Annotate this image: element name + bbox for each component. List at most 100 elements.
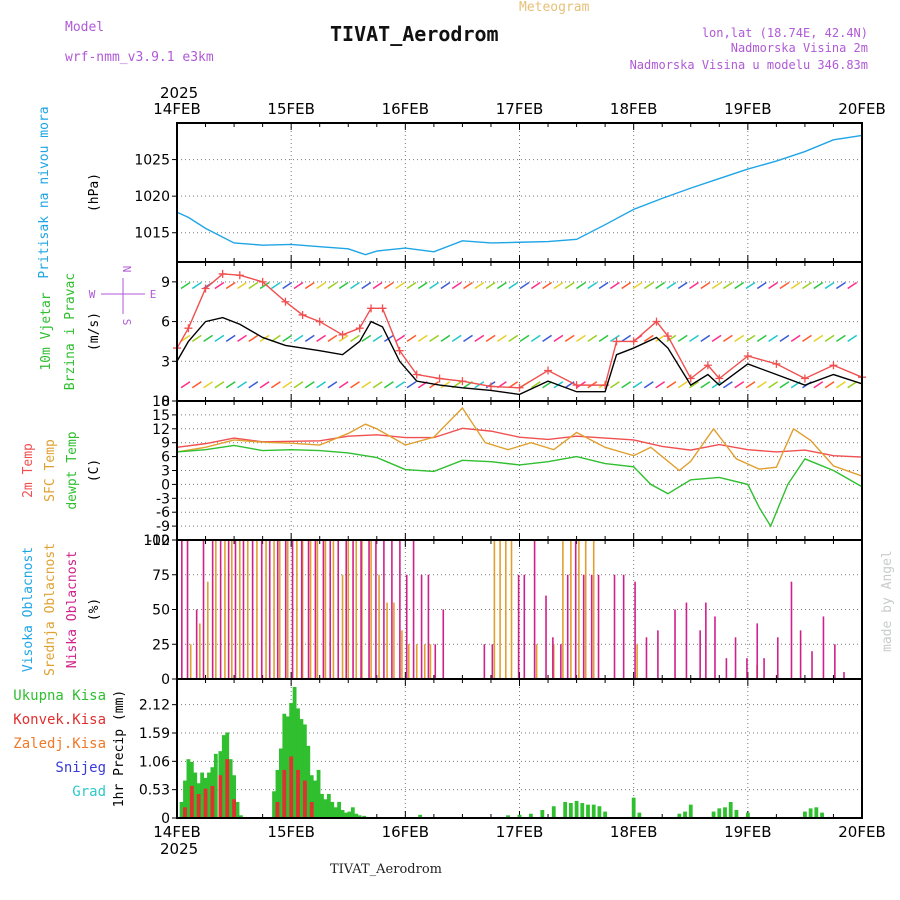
wind-barb [722,381,733,389]
gust-marker [686,374,695,383]
wind-barb [225,281,236,290]
wind-barb [429,334,440,343]
bar-ukupna-kisa [568,803,573,818]
bar-konvek-kisa [302,780,307,818]
gust-marker [544,366,553,375]
y-tick-label: -6 [156,505,170,521]
wind-barb [474,334,485,343]
bar-niska-oblacnost [186,540,189,679]
wind-barb [847,281,858,290]
wind-barb [847,381,858,389]
wind-barb [293,281,304,290]
wind-barb [259,381,270,389]
bar-ukupna-kisa [272,791,276,818]
day-label-top: 19FEB [724,100,771,118]
wind-barb [440,334,451,343]
wind-barb [802,281,812,290]
wind-barb [316,381,327,389]
y-tick-label: 100 [143,533,170,549]
wind-barb [383,281,394,290]
wind-barb [700,334,711,343]
wind-barb [214,281,225,290]
gust-marker [458,377,467,386]
y-tick-label: -9 [156,519,170,535]
wind-barb [734,281,745,290]
wind-barb [270,281,281,290]
wind-barb [417,334,428,343]
y-tick-label: 3 [161,464,170,480]
day-label-bottom: 15FEB [267,823,314,841]
bar-niska-oblacnost [260,540,263,679]
wind-barb [779,281,790,290]
legend-entry: Konvek.Kisa [13,712,106,728]
gust-marker [772,359,781,368]
model-label: Model [65,20,105,35]
wind-barb [609,281,620,290]
gust-marker [378,304,387,313]
bar-ukupna-kisa [320,793,324,818]
bar-niska-oblacnost [645,637,648,679]
bar-konvek-kisa [289,756,294,818]
bar-srednja-oblacnost [224,540,226,679]
wind-barb [598,281,609,290]
y-axis-label: Visoka Oblacnost [21,547,36,672]
wind-barb [643,334,654,343]
wind-barb [677,281,688,290]
bar-niska-oblacnost [375,540,377,679]
day-label-top: 17FEB [496,100,543,118]
wind-barb [259,281,270,290]
bar-niska-oblacnost [300,540,303,679]
bar-srednja-oblacnost [423,644,426,679]
day-label-top: 18FEB [610,100,657,118]
bar-ukupna-kisa [183,780,187,818]
wind-barb [576,334,586,343]
bar-ukupna-kisa [344,812,348,818]
wind-barb [722,281,733,290]
wind-barb [180,334,191,343]
wind-barb [768,381,779,389]
wind-barb [847,334,858,343]
bar-konvek-kisa [218,775,223,818]
wind-barb [282,281,293,290]
y-axis-label: (%) [87,598,102,621]
y-tick-label: -12 [147,533,170,549]
y-axis-label: (m/s) [87,312,102,351]
bar-niska-oblacnost [352,540,354,679]
y-axis-label: 2m Temp [21,443,36,498]
bar-ukupna-kisa [540,809,545,818]
bar-niska-oblacnost [412,540,415,679]
wind-barb [711,334,722,343]
series-line-sfc-temp [176,406,863,477]
wind-barb [745,334,756,343]
wind-barb [756,334,767,343]
y-tick-label: 1015 [134,226,170,242]
y-tick-label: 2.12 [139,698,170,714]
wind-barb [440,281,451,290]
bar-niska-oblacnost [383,540,385,679]
bar-srednja-oblacnost [510,540,513,679]
wind-barb [519,334,530,343]
day-label-bottom: 19FEB [724,823,771,841]
wind-barb [530,381,541,389]
bar-ukupna-kisa [563,801,568,818]
gust-marker [355,324,364,333]
wind-barb [655,334,666,343]
bar-ukupna-kisa [316,769,321,818]
y-tick-label: 75 [152,568,170,584]
bar-ukupna-kisa [683,811,687,818]
wind-barb [632,381,643,389]
legend-entry: Snijeg [55,760,106,776]
bar-niska-oblacnost [657,630,659,679]
bar-niska-oblacnost [276,540,279,679]
wind-barb [835,381,846,389]
bar-ukupna-kisa [213,753,218,818]
bar-srednja-oblacnost [301,540,304,679]
wind-barb [530,281,541,290]
wind-barb [304,281,315,290]
wind-barb [304,381,315,389]
bar-ukupna-kisa [221,735,226,818]
bar-srednja-oblacnost [584,540,587,679]
wind-barb [225,334,236,343]
wind-barb [779,334,790,343]
wind-barb [372,381,383,389]
